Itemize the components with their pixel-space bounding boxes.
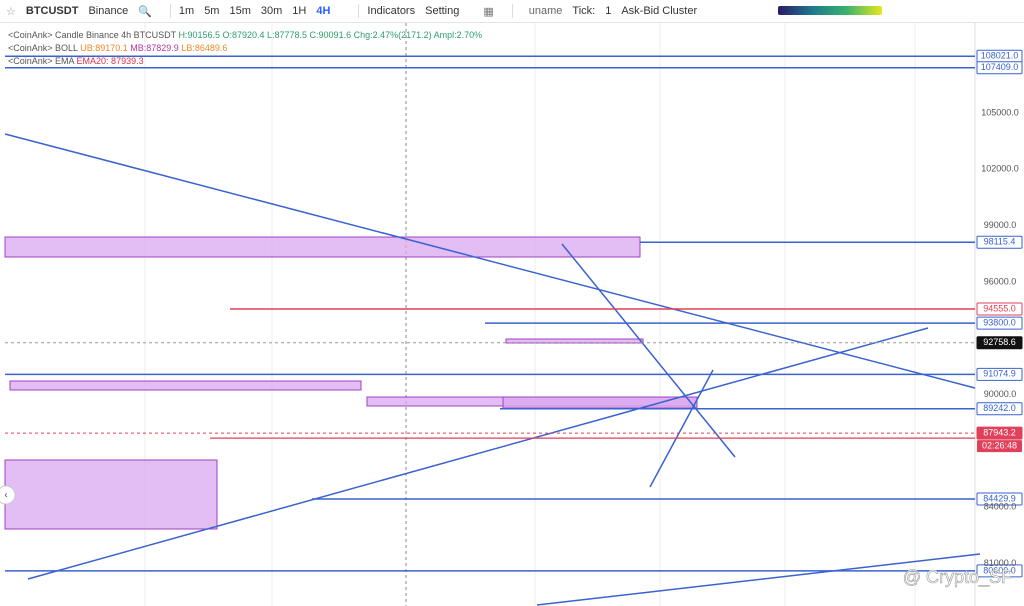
price-tick-label: 105000.0: [981, 107, 1019, 117]
price-tick-label: 99000.0: [984, 220, 1017, 230]
legend-segment: <CoinAnk> Candle Binance 4h BTCUSDT: [8, 30, 178, 40]
interval-button[interactable]: 4H: [316, 5, 331, 17]
interval-button[interactable]: 30m: [260, 5, 283, 17]
level-tag: [976, 402, 1023, 416]
level-tag: [976, 426, 1023, 440]
level-label: 92758.6: [983, 337, 1016, 347]
level-label: 107409.0: [981, 62, 1019, 72]
tick-value[interactable]: 1: [605, 5, 612, 17]
level-label: 80600.0: [983, 565, 1016, 575]
level-tag: [976, 336, 1023, 350]
countdown-tag: [977, 440, 1022, 453]
search-icon[interactable]: 🔍: [138, 5, 152, 18]
countdown: 02:26:48: [982, 440, 1017, 450]
level-label: 98115.4: [984, 237, 1016, 247]
level-label: 89242.0: [983, 403, 1016, 413]
legend-line: <CoinAnk> Candle Binance 4h BTCUSDT H:90…: [8, 30, 482, 40]
price-tick-label: 90000.0: [984, 389, 1017, 399]
level-label: 94555.0: [983, 303, 1016, 313]
level-tag: [976, 492, 1023, 506]
setting-button[interactable]: Setting: [425, 5, 460, 17]
tick-label: Tick:: [572, 5, 596, 17]
trendlines: [4, 133, 981, 606]
interval-button[interactable]: 5m: [204, 5, 220, 17]
user[interactable]: uname: [528, 5, 563, 17]
heat-gradient: [778, 6, 882, 15]
legend-line: <CoinAnk> BOLL UB:89170.1 MB:87829.9 LB:…: [8, 43, 227, 53]
layout-icon[interactable]: ▦: [483, 5, 494, 18]
level-label: 108021.0: [981, 51, 1019, 61]
zones: [4, 236, 698, 530]
exchange: Binance: [88, 5, 129, 17]
scroll-left-icon: ‹: [5, 489, 8, 499]
level-tag: [976, 235, 1023, 249]
level-label: 84429.9: [983, 493, 1016, 503]
legend-segment: <CoinAnk> EMA: [8, 56, 77, 66]
price-tick-label: 81000.0: [984, 558, 1017, 568]
level-tag: [976, 61, 1023, 75]
price-tick-label: 84000.0: [984, 501, 1017, 511]
legend-segment: LB:86489.6: [179, 43, 228, 53]
legend-segment: MB:87829.9: [128, 43, 179, 53]
legend-segment: H:90156.5 O:87920.4 L:87778.5 C:90091.6 …: [178, 30, 482, 40]
legend-segment: <CoinAnk> BOLL: [8, 43, 80, 53]
level-tag: [976, 302, 1023, 316]
cluster-button[interactable]: Ask-Bid Cluster: [621, 5, 698, 17]
indicators-button[interactable]: Indicators: [367, 5, 416, 17]
watermark: @ Crypto_SF: [903, 567, 1012, 588]
legend-segment: UB:89170.1: [80, 43, 128, 53]
scroll-left-button[interactable]: [0, 485, 16, 505]
interval-button[interactable]: 1H: [292, 5, 307, 17]
level-label: 93800.0: [983, 318, 1016, 328]
price-tick-label: 102000.0: [981, 164, 1019, 174]
level-tag: [976, 367, 1023, 381]
grid: [144, 23, 916, 606]
level-label: 91074.9: [983, 369, 1016, 379]
legend-segment: EMA20: 87939.3: [77, 56, 144, 66]
intervals: 1m 5m 15m 30m 1H 4H: [179, 5, 341, 17]
interval-button[interactable]: 15m: [229, 5, 251, 17]
toolbar: ☆ BTCUSDT Binance 🔍 1m 5m 15m 30m 1H 4H Indic…: [0, 0, 1024, 23]
level-tag: [976, 564, 1023, 578]
level-tag: [976, 316, 1023, 330]
level-label: 87943.2: [983, 427, 1016, 437]
interval-button[interactable]: 1m: [178, 5, 195, 17]
symbol[interactable]: BTCUSDT: [25, 5, 79, 17]
star-icon[interactable]: ☆: [6, 5, 16, 18]
price-tick-label: 96000.0: [984, 276, 1017, 286]
legend-line: <CoinAnk> EMA EMA20: 87939.3: [8, 56, 144, 66]
